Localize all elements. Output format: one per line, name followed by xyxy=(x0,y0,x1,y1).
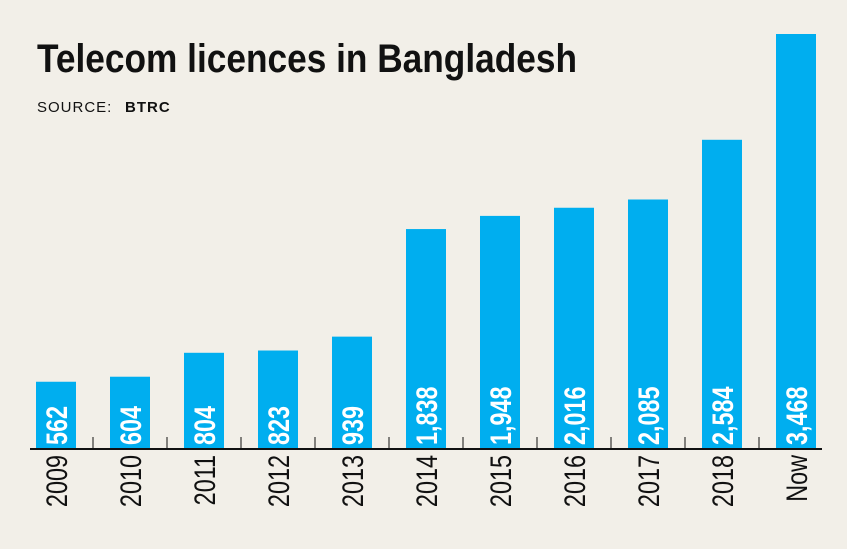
bar xyxy=(36,381,76,449)
x-tick-label: 2012 xyxy=(263,455,296,507)
bar xyxy=(406,229,446,449)
value-label: 804 xyxy=(189,406,222,445)
bar xyxy=(258,350,298,449)
value-label: 1,838 xyxy=(411,386,444,445)
bar xyxy=(332,336,372,449)
x-tick-label: 2018 xyxy=(707,455,740,507)
value-label: 604 xyxy=(115,406,148,445)
x-tick-label: 2016 xyxy=(559,455,592,507)
value-label: 2,584 xyxy=(707,386,740,445)
bar xyxy=(184,352,224,449)
chart-title: Telecom licences in Bangladesh xyxy=(37,37,577,81)
x-tick-label: 2011 xyxy=(189,455,222,505)
x-tick-label: 2014 xyxy=(411,455,444,507)
bar xyxy=(628,199,668,449)
x-tick-label: Now xyxy=(781,455,814,502)
value-label: 562 xyxy=(41,406,74,445)
value-label: 1,948 xyxy=(485,386,518,445)
source-label: SOURCE: xyxy=(37,99,112,116)
bar xyxy=(776,34,816,449)
value-label: 823 xyxy=(263,406,296,445)
value-label: 2,085 xyxy=(633,386,666,445)
bar xyxy=(702,139,742,450)
x-tick-label: 2013 xyxy=(337,455,370,507)
x-tick-label: 2010 xyxy=(115,455,148,507)
source: BTRC xyxy=(125,99,171,116)
bar xyxy=(110,376,150,449)
x-tick-label: 2015 xyxy=(485,455,518,507)
x-tick-label: 2017 xyxy=(633,455,666,507)
bar xyxy=(480,215,520,449)
value-label: 2,016 xyxy=(559,386,592,445)
x-tick-label: 2009 xyxy=(41,455,74,507)
value-label: 939 xyxy=(337,406,370,445)
value-label: 3,468 xyxy=(781,386,814,445)
bar xyxy=(554,207,594,449)
